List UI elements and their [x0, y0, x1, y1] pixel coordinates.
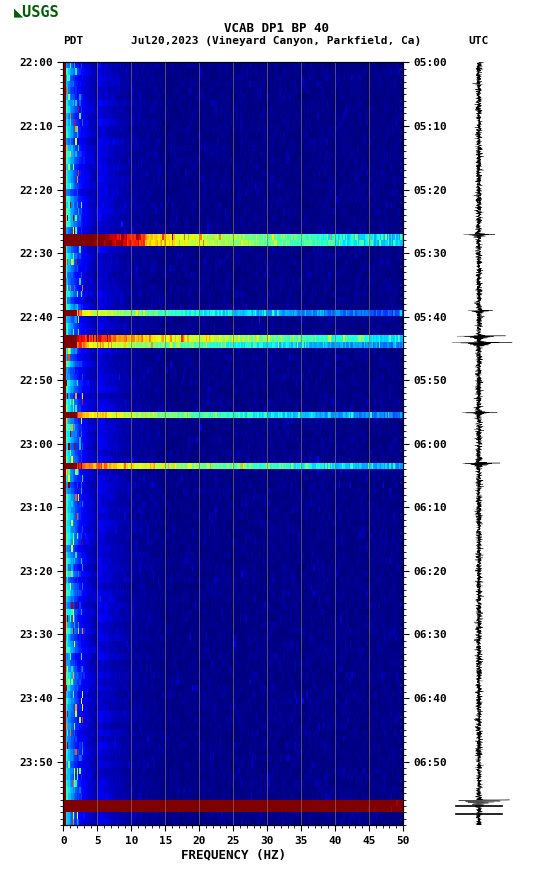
Text: UTC: UTC [468, 36, 489, 45]
Text: ◣USGS: ◣USGS [14, 4, 60, 20]
Text: VCAB DP1 BP 40: VCAB DP1 BP 40 [224, 22, 328, 36]
X-axis label: FREQUENCY (HZ): FREQUENCY (HZ) [181, 848, 286, 862]
Text: Jul20,2023 (Vineyard Canyon, Parkfield, Ca): Jul20,2023 (Vineyard Canyon, Parkfield, … [131, 36, 421, 45]
Text: PDT: PDT [63, 36, 84, 45]
